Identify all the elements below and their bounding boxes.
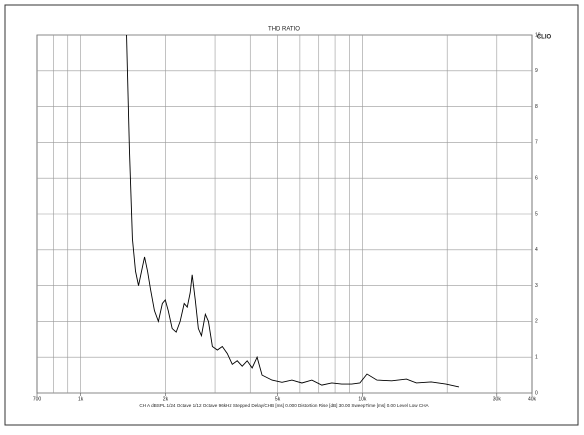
y-tick-label: 6 (535, 176, 538, 182)
y-tick-label: 5 (535, 211, 538, 217)
x-tick-label: 2k (163, 396, 169, 402)
caption: CH A dBSPL 1/24 Octave 1/12 Octave 96kHz… (139, 403, 429, 408)
y-tick-label: 1 (535, 355, 538, 361)
x-tick-label: 40k (528, 396, 537, 402)
y-tick-label: 9 (535, 68, 538, 74)
x-tick-label: 5k (275, 396, 281, 402)
chart-title: THD RATIO (268, 27, 300, 33)
y-tick-label: 3 (535, 283, 538, 289)
x-tick-label: 30k (493, 396, 502, 402)
data-line (126, 34, 460, 388)
logo: CLIO (537, 35, 552, 41)
x-tick-label: 700 (33, 396, 42, 402)
y-tick-label: 10 (535, 32, 541, 38)
y-tick-label: 4 (535, 247, 538, 253)
x-tick-label: 10k (358, 396, 367, 402)
x-tick-label: 1k (78, 396, 84, 402)
y-tick-label: 0 (535, 390, 538, 396)
frame (4, 4, 579, 426)
y-tick-label: 2 (535, 319, 538, 325)
y-tick-label: 8 (535, 104, 538, 110)
y-tick-label: 7 (535, 140, 538, 146)
